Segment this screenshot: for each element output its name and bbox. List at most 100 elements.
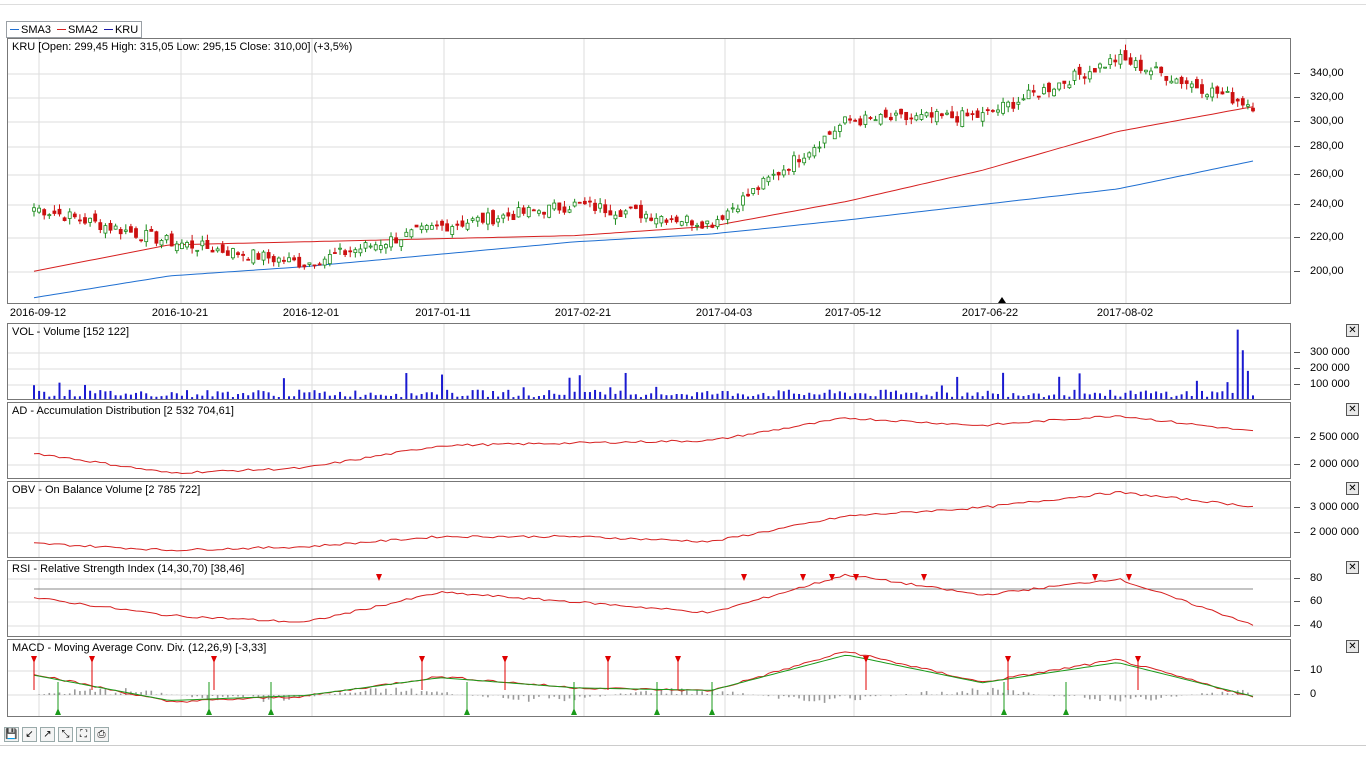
volume-bar [333, 395, 336, 399]
volume-bar [1190, 396, 1193, 399]
volume-bar [859, 393, 862, 399]
y-axis-label: 340,00 [1310, 67, 1344, 79]
volume-bar [798, 393, 801, 399]
close-macd-panel-button[interactable]: ✕ [1346, 640, 1359, 653]
volume-bar [1042, 397, 1045, 399]
volume-bar [1104, 395, 1107, 399]
volume-bar [303, 392, 306, 399]
volume-bar [446, 389, 449, 399]
candle-body [317, 263, 322, 266]
volume-bar [1144, 390, 1147, 399]
volume-bar [1083, 393, 1086, 399]
volume-bar [461, 396, 464, 399]
candle-body [327, 254, 332, 265]
print-button[interactable]: ⎙ [94, 727, 109, 742]
y-axis-tick [1294, 204, 1300, 205]
volume-bar [405, 373, 408, 399]
ad-panel[interactable]: AD - Accumulation Distribution [2 532 70… [7, 402, 1291, 479]
volume-panel-title: VOL - Volume [152 122] [12, 326, 129, 338]
candle-body [429, 225, 434, 230]
zoom-out-button[interactable]: ↗ [40, 727, 55, 742]
volume-bar [1180, 394, 1183, 399]
rsi-sell-signal-icon [829, 574, 835, 581]
candle-body [1245, 104, 1250, 107]
ad-y-axis: 2 500 000 2 000 000 [1292, 402, 1362, 479]
candle-body [1235, 98, 1240, 102]
volume-bar [247, 395, 250, 399]
candle-body [914, 115, 919, 121]
volume-bar [1200, 390, 1203, 399]
candle-body [292, 257, 297, 261]
candle-body [460, 220, 465, 227]
volume-bar [400, 397, 403, 399]
candle-body [705, 220, 710, 225]
candle-body [1154, 66, 1158, 69]
candle-body [424, 225, 429, 231]
macd-buy-signal-icon [654, 708, 660, 715]
close-ad-panel-button[interactable]: ✕ [1346, 403, 1359, 416]
volume-bar [486, 396, 489, 399]
candle-body [562, 206, 567, 213]
volume-bar [1037, 393, 1040, 399]
candle-body [108, 222, 113, 231]
candle-body [368, 245, 373, 248]
candle-body [322, 258, 327, 266]
candle-body [582, 200, 587, 205]
volume-bar [390, 395, 393, 399]
volume-bar [1017, 395, 1020, 399]
volume-bar [497, 396, 500, 399]
candle-body [251, 249, 256, 264]
volume-bar [344, 396, 347, 399]
volume-panel[interactable]: VOL - Volume [152 122] [7, 323, 1291, 400]
zoom-extend-button[interactable]: ⤡ [58, 727, 73, 742]
candle-body [618, 210, 623, 218]
rsi-sell-signal-icon [853, 574, 859, 581]
rsi-panel[interactable]: RSI - Relative Strength Index (14,30,70)… [7, 560, 1291, 637]
candle-body [190, 240, 195, 249]
legend-item-sma2[interactable]: SMA2 [56, 24, 98, 36]
candle-body [572, 201, 577, 207]
y-axis-label: 240,00 [1310, 198, 1344, 210]
volume-bar [73, 396, 76, 399]
y-axis-tick [1294, 121, 1300, 122]
obv-panel[interactable]: OBV - On Balance Volume [2 785 722] [7, 481, 1291, 558]
price-panel[interactable]: KRU [Open: 299,45 High: 315,05 Low: 295,… [7, 38, 1291, 304]
y-axis-label: 2 000 000 [1310, 458, 1359, 470]
legend-item-sma3[interactable]: SMA3 [10, 24, 51, 36]
close-obv-panel-button[interactable]: ✕ [1346, 482, 1359, 495]
rsi-panel-title: RSI - Relative Strength Index (14,30,70)… [12, 563, 245, 575]
zoom-in-button[interactable]: ↙ [22, 727, 37, 742]
volume-bar [374, 395, 377, 399]
macd-sell-signal-icon [89, 656, 95, 663]
rsi-sell-signal-icon [741, 574, 747, 581]
volume-bar [588, 392, 591, 399]
volume-bar [711, 394, 714, 399]
ad-panel-title: AD - Accumulation Distribution [2 532 70… [12, 405, 234, 417]
volume-bar [410, 393, 413, 399]
fit-button[interactable]: ⛶ [76, 727, 91, 742]
candle-body [1082, 76, 1087, 79]
volume-bar [1160, 393, 1163, 399]
candle-body [516, 207, 521, 218]
candle-body [62, 217, 67, 221]
candle-body [1215, 86, 1220, 94]
close-rsi-panel-button[interactable]: ✕ [1346, 561, 1359, 574]
volume-bar [191, 397, 194, 399]
candle-body [1230, 92, 1235, 104]
candle-body [547, 204, 552, 218]
volume-bar [140, 391, 143, 399]
y-axis-label: 280,00 [1310, 140, 1344, 152]
volume-bar [1241, 350, 1244, 399]
close-volume-panel-button[interactable]: ✕ [1346, 324, 1359, 337]
y-axis-label: 60 [1310, 595, 1323, 607]
volume-bar [670, 395, 673, 399]
volume-bar [1073, 389, 1076, 399]
save-button[interactable]: 💾 [4, 727, 19, 742]
y-axis-tick [1294, 174, 1300, 175]
volume-bar [68, 389, 71, 399]
candle-body [802, 157, 807, 164]
macd-sell-signal-icon [31, 656, 37, 663]
candle-body [1194, 79, 1199, 89]
macd-panel[interactable]: MACD - Moving Average Conv. Div. (12,26,… [7, 639, 1291, 717]
legend-item-kru[interactable]: KRU [103, 24, 138, 36]
